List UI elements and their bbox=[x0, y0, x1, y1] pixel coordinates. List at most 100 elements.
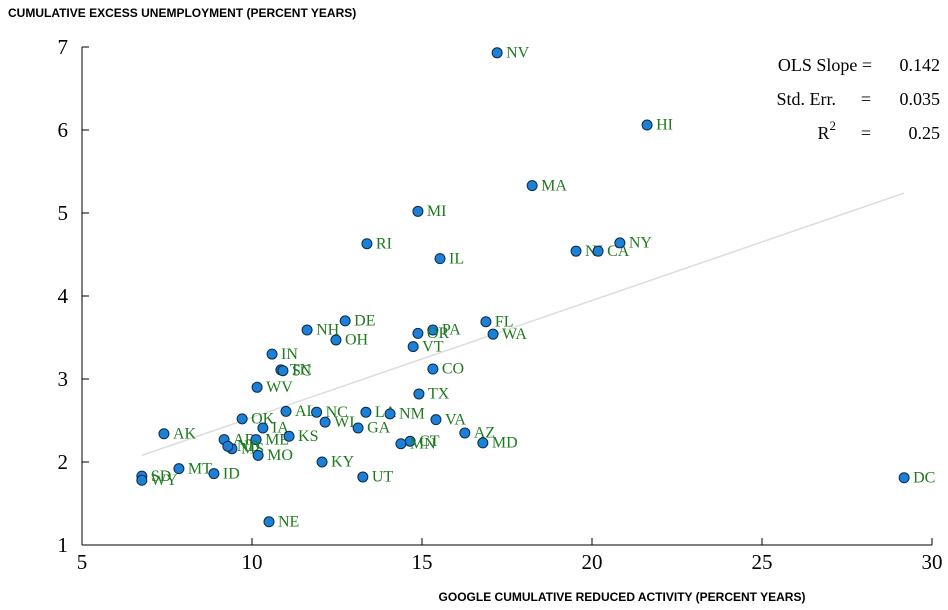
point-label: ID bbox=[223, 465, 240, 482]
stat-label: OLS Slope = bbox=[778, 55, 872, 75]
point-label: CA bbox=[607, 243, 630, 260]
point-label: NV bbox=[506, 44, 530, 61]
x-tick-label: 30 bbox=[922, 550, 943, 574]
point-label: WA bbox=[502, 326, 527, 343]
point-label: CO bbox=[442, 361, 464, 378]
point-label: IN bbox=[281, 346, 298, 363]
point-label: OR bbox=[427, 325, 450, 342]
point bbox=[384, 408, 396, 420]
y-axis-label: CUMULATIVE EXCESS UNEMPLOYMENT (PERCENT … bbox=[8, 6, 356, 20]
point bbox=[352, 422, 364, 434]
point-label: NM bbox=[399, 406, 425, 423]
stat-eq: = bbox=[861, 123, 871, 143]
point bbox=[301, 324, 313, 336]
point bbox=[257, 422, 269, 434]
point bbox=[330, 334, 342, 346]
point bbox=[427, 324, 439, 336]
fit-line bbox=[141, 192, 905, 457]
point bbox=[319, 416, 331, 428]
point-label: WV bbox=[266, 379, 293, 396]
point-label: OH bbox=[345, 332, 369, 349]
x-axis-label: GOOGLE CUMULATIVE REDUCED ACTIVITY (PERC… bbox=[439, 590, 806, 604]
point bbox=[427, 363, 439, 375]
point-label: WI bbox=[334, 414, 354, 431]
point-label: PA bbox=[442, 322, 461, 339]
stat-label: R2 bbox=[817, 118, 836, 143]
point-label: WY bbox=[151, 472, 178, 489]
point-label: SD bbox=[151, 468, 171, 485]
point-label: KY bbox=[331, 454, 355, 471]
y-tick-label: 1 bbox=[58, 533, 69, 557]
point-label: DE bbox=[354, 313, 375, 330]
stat-value: 0.25 bbox=[909, 123, 941, 143]
y-tick-label: 5 bbox=[58, 201, 69, 225]
point-label: KS bbox=[298, 428, 318, 445]
point-label: NY bbox=[629, 235, 653, 252]
point-label: CT bbox=[419, 433, 440, 450]
point bbox=[898, 472, 910, 484]
point bbox=[641, 119, 653, 131]
point-label: AL bbox=[295, 403, 316, 420]
x-tick-label: 15 bbox=[412, 550, 433, 574]
point-label: TX bbox=[428, 386, 450, 403]
y-tick-label: 4 bbox=[58, 284, 69, 308]
point-label: MA bbox=[541, 177, 567, 194]
y-tick-label: 7 bbox=[58, 35, 69, 59]
point bbox=[412, 327, 424, 339]
point bbox=[487, 328, 499, 340]
point bbox=[277, 365, 289, 377]
point bbox=[412, 205, 424, 217]
point-label: MI bbox=[427, 203, 447, 220]
point bbox=[477, 437, 489, 449]
point bbox=[222, 440, 234, 452]
stat-value: 0.142 bbox=[900, 55, 941, 75]
point bbox=[252, 449, 264, 461]
point bbox=[360, 406, 372, 418]
y-tick-label: 3 bbox=[58, 367, 69, 391]
stat-sup: 2 bbox=[830, 118, 837, 133]
point bbox=[251, 381, 263, 393]
point bbox=[173, 463, 185, 475]
point-label: HI bbox=[656, 117, 673, 134]
point bbox=[280, 405, 292, 417]
point-label: FL bbox=[495, 313, 514, 330]
point bbox=[158, 428, 170, 440]
point-label: NC bbox=[326, 404, 348, 421]
point bbox=[430, 414, 442, 426]
point-label: NE bbox=[278, 513, 299, 530]
point bbox=[407, 341, 419, 353]
point bbox=[361, 238, 373, 250]
point-label: GA bbox=[367, 420, 391, 437]
point-label: OK bbox=[251, 411, 275, 428]
stat-eq: = bbox=[861, 89, 871, 109]
stat-value: 0.035 bbox=[900, 89, 941, 109]
y-tick-label: 6 bbox=[58, 118, 69, 142]
point-label: DC bbox=[913, 469, 935, 486]
point bbox=[592, 245, 604, 257]
point bbox=[283, 430, 295, 442]
x-tick-label: 20 bbox=[582, 550, 603, 574]
point bbox=[339, 315, 351, 327]
point-label: VT bbox=[422, 338, 444, 355]
point bbox=[480, 316, 492, 328]
point bbox=[250, 434, 262, 446]
point-label: RI bbox=[376, 235, 392, 252]
point bbox=[263, 516, 275, 528]
point-label: VA bbox=[445, 411, 466, 428]
point bbox=[491, 47, 503, 59]
point bbox=[136, 474, 148, 486]
stat-label: Std. Err. bbox=[776, 89, 836, 109]
point bbox=[570, 245, 582, 257]
point-label: MD bbox=[492, 435, 518, 452]
point bbox=[316, 456, 328, 468]
point-label: AR bbox=[233, 431, 256, 448]
point bbox=[311, 406, 323, 418]
point-label: IA bbox=[272, 420, 289, 437]
point bbox=[526, 180, 538, 192]
point bbox=[266, 348, 278, 360]
point bbox=[236, 413, 248, 425]
point bbox=[357, 471, 369, 483]
x-tick-label: 10 bbox=[242, 550, 263, 574]
point bbox=[459, 427, 471, 439]
